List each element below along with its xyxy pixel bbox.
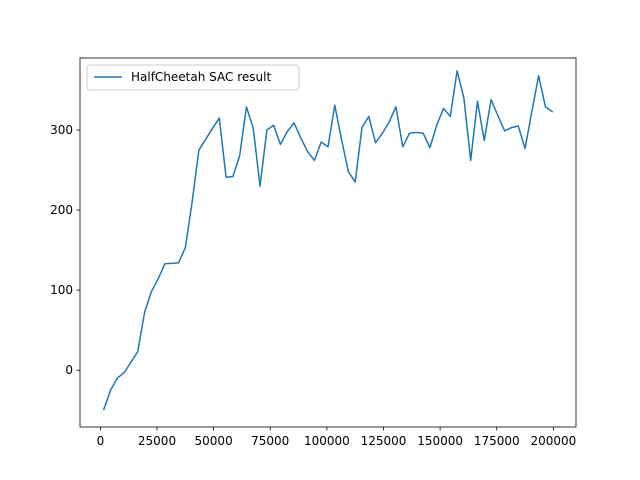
x-tick-label: 125000 (361, 434, 407, 448)
y-tick-label: 0 (65, 363, 73, 377)
x-tick-label: 200000 (530, 434, 576, 448)
series-line (102, 70, 554, 411)
x-tick-label: 100000 (304, 434, 350, 448)
legend-label: HalfCheetah SAC result (131, 70, 271, 84)
legend-box (86, 64, 300, 91)
legend: HalfCheetah SAC result (86, 64, 300, 91)
y-tick-label: 200 (50, 203, 73, 217)
x-tick-label: 0 (97, 434, 105, 448)
axes-frame (79, 57, 577, 428)
x-tick-label: 175000 (474, 434, 520, 448)
y-tick-label: 100 (50, 283, 73, 297)
x-tick-label: 50000 (195, 434, 233, 448)
x-axis-ticks: 0 25000 50000 75000 100000 125000 150000 175000… (97, 427, 576, 448)
x-tick-label: 150000 (417, 434, 463, 448)
y-tick-label: 300 (50, 123, 73, 137)
plot-area (80, 58, 576, 427)
axes-background (80, 58, 576, 427)
x-tick-label: 25000 (138, 434, 176, 448)
y-axis-ticks: 0 100 200 300 (50, 123, 80, 377)
series-layer (102, 70, 554, 411)
x-tick-label: 75000 (251, 434, 289, 448)
